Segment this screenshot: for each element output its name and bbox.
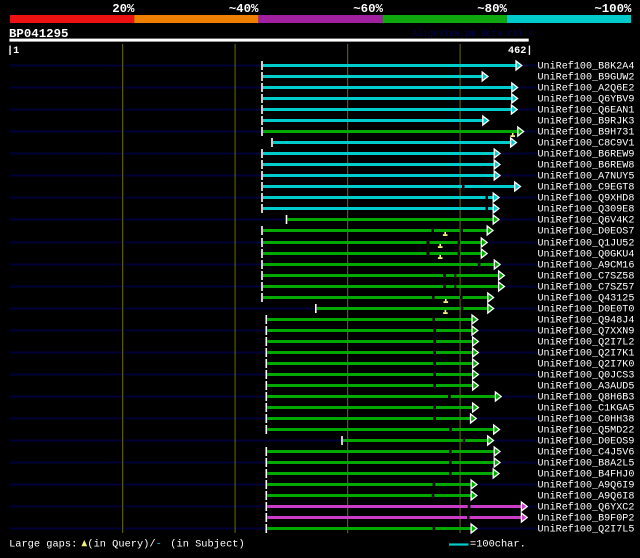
svg-text:AlignView.pm Beta rel.7: AlignView.pm Beta rel.7 [412, 29, 533, 39]
svg-text:UniRef100_Q309E8: UniRef100_Q309E8 [538, 203, 635, 215]
svg-text:UniRef100_Q43125: UniRef100_Q43125 [538, 292, 635, 304]
svg-text:UniRef100_B6REW9: UniRef100_B6REW9 [538, 148, 635, 160]
svg-text:Large gaps:: Large gaps: [9, 538, 77, 550]
svg-text:UniRef100_B9H731: UniRef100_B9H731 [538, 126, 635, 138]
svg-text:UniRef100_Q6YXC2: UniRef100_Q6YXC2 [538, 501, 635, 513]
svg-text:UniRef100_C7SZ57: UniRef100_C7SZ57 [538, 281, 635, 293]
svg-text:UniRef100_D0E0T0: UniRef100_D0E0T0 [538, 303, 635, 315]
svg-text:|1: |1 [7, 45, 19, 57]
svg-text:UniRef100_Q8H6B3: UniRef100_Q8H6B3 [538, 391, 635, 403]
svg-text:-: - [156, 538, 162, 550]
svg-text:UniRef100_C4J5V6: UniRef100_C4J5V6 [538, 446, 635, 458]
svg-text:UniRef100_B4FHJ0: UniRef100_B4FHJ0 [538, 468, 635, 480]
svg-text:UniRef100_C9EGT8: UniRef100_C9EGT8 [538, 181, 635, 193]
svg-text:UniRef100_Q0JCS3: UniRef100_Q0JCS3 [538, 369, 635, 381]
svg-text:UniRef100_B9F0P2: UniRef100_B9F0P2 [538, 512, 635, 524]
svg-text:UniRef100_Q9XHD8: UniRef100_Q9XHD8 [538, 192, 635, 204]
svg-text:(in Query)/: (in Query)/ [87, 538, 155, 550]
svg-text:BP041295: BP041295 [9, 27, 69, 41]
svg-text:UniRef100_A2Q6E2: UniRef100_A2Q6E2 [538, 82, 635, 94]
svg-text:UniRef100_Q2I7K1: UniRef100_Q2I7K1 [538, 347, 635, 359]
svg-text:UniRef100_B9GUW2: UniRef100_B9GUW2 [538, 71, 635, 83]
svg-text:UniRef100_A9Q6I8: UniRef100_A9Q6I8 [538, 490, 635, 502]
svg-text:UniRef100_A9Q6I9: UniRef100_A9Q6I9 [538, 479, 635, 491]
svg-text:UniRef100_Q2I7L5: UniRef100_Q2I7L5 [538, 523, 635, 535]
svg-text:UniRef100_B9RJK3: UniRef100_B9RJK3 [538, 115, 635, 127]
svg-text:UniRef100_Q6YBV9: UniRef100_Q6YBV9 [538, 93, 635, 105]
svg-text:~80%: ~80% [477, 2, 507, 16]
svg-text:UniRef100_A3AUD5: UniRef100_A3AUD5 [538, 380, 635, 392]
svg-text:UniRef100_A9CM16: UniRef100_A9CM16 [538, 259, 635, 271]
svg-text:UniRef100_Q948J4: UniRef100_Q948J4 [538, 314, 635, 326]
svg-text:UniRef100_B8A2L5: UniRef100_B8A2L5 [538, 457, 635, 469]
svg-text:UniRef100_Q2I7K0: UniRef100_Q2I7K0 [538, 358, 635, 370]
svg-text:(in Subject): (in Subject) [170, 538, 244, 550]
svg-text:UniRef100_C7SZ58: UniRef100_C7SZ58 [538, 270, 635, 282]
svg-text:462|: 462| [508, 45, 532, 57]
svg-text:UniRef100_Q7XXN9: UniRef100_Q7XXN9 [538, 325, 635, 337]
svg-text:UniRef100_Q1JU52: UniRef100_Q1JU52 [538, 237, 635, 249]
svg-text:UniRef100_Q2I7L2: UniRef100_Q2I7L2 [538, 336, 635, 348]
svg-text:~60%: ~60% [353, 2, 383, 16]
svg-text:UniRef100_D0EOS9: UniRef100_D0EOS9 [538, 435, 635, 447]
svg-text:=100char.: =100char. [470, 538, 526, 550]
svg-text:UniRef100_Q6V4K2: UniRef100_Q6V4K2 [538, 214, 635, 226]
svg-text:UniRef100_D0EOS7: UniRef100_D0EOS7 [538, 225, 635, 237]
svg-text:UniRef100_C0HH38: UniRef100_C0HH38 [538, 413, 635, 425]
svg-text:UniRef100_C8C9V1: UniRef100_C8C9V1 [538, 137, 635, 149]
svg-text:UniRef100_C1KGA5: UniRef100_C1KGA5 [538, 402, 635, 414]
svg-text:~100%: ~100% [594, 2, 632, 16]
svg-text:~40%: ~40% [229, 2, 259, 16]
svg-text:UniRef100_A7NUY5: UniRef100_A7NUY5 [538, 170, 635, 182]
svg-text:UniRef100_B6REW8: UniRef100_B6REW8 [538, 159, 635, 171]
svg-text:UniRef100_Q5MD22: UniRef100_Q5MD22 [538, 424, 635, 436]
svg-text:UniRef100_Q6EAN1: UniRef100_Q6EAN1 [538, 104, 635, 116]
svg-text:UniRef100_B8K2A4: UniRef100_B8K2A4 [538, 60, 635, 72]
svg-text:UniRef100_Q0GKU4: UniRef100_Q0GKU4 [538, 248, 635, 260]
svg-text:20%: 20% [112, 2, 135, 16]
